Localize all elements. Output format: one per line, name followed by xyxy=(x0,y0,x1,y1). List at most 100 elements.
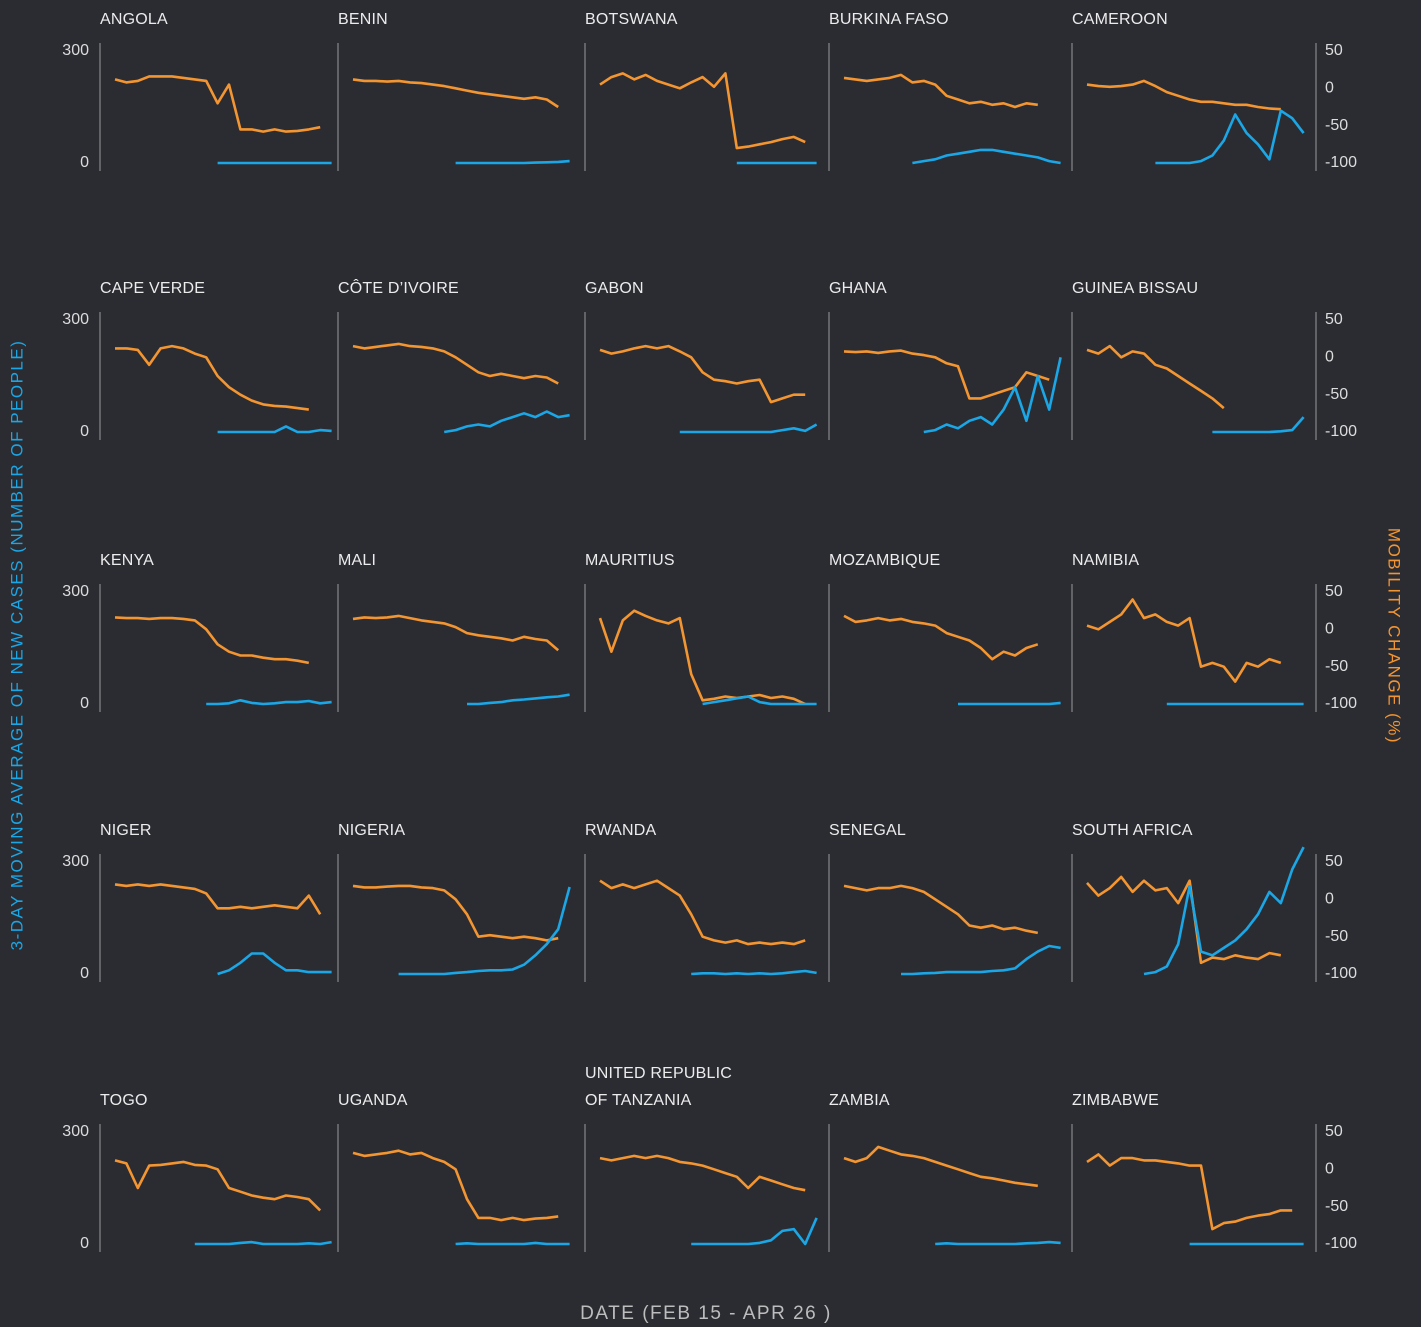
panel-title: MAURITIUS xyxy=(585,552,675,569)
panel-title: RWANDA xyxy=(585,822,657,839)
panel-title: BOTSWANA xyxy=(585,11,678,28)
series-line xyxy=(599,344,806,404)
panel-title: SENEGAL xyxy=(829,822,906,839)
series-line xyxy=(1086,79,1281,111)
y2-tick-label: 0 xyxy=(1325,349,1334,366)
series-line xyxy=(843,614,1039,661)
series-line xyxy=(114,1159,322,1212)
series-line xyxy=(1155,109,1305,165)
series-line xyxy=(1086,1153,1293,1231)
y-tick-label: 300 xyxy=(62,311,89,328)
panel-title: ZIMBABWE xyxy=(1072,1092,1159,1109)
series-line xyxy=(217,425,332,434)
panel-title: KENYA xyxy=(100,552,155,569)
series-line xyxy=(958,701,1061,706)
panel-title: MOZAMBIQUE xyxy=(829,552,941,569)
y2-tick-label: -50 xyxy=(1325,928,1348,945)
y2-tick-label: -50 xyxy=(1325,386,1348,403)
x-axis-title: DATE (FEB 15 - APR 26 ) xyxy=(580,1303,832,1324)
panel-title: CÔTE D’IVOIRE xyxy=(338,280,459,297)
panel-title: ANGOLA xyxy=(100,11,168,28)
series-line xyxy=(598,609,806,706)
series-line xyxy=(1086,598,1282,683)
series-line xyxy=(114,883,322,915)
y2-tick-label: 50 xyxy=(1325,1123,1343,1140)
series-line xyxy=(599,879,806,946)
y2-tick-label: -50 xyxy=(1325,1198,1348,1215)
series-line xyxy=(217,952,332,976)
series-line xyxy=(1212,416,1305,434)
series-line xyxy=(352,1149,559,1222)
y-tick-label: 0 xyxy=(80,965,89,982)
series-line xyxy=(1143,846,1305,976)
panel-title: NIGERIA xyxy=(338,822,406,839)
y2-tick-label: -50 xyxy=(1325,658,1348,675)
series-line xyxy=(679,423,818,434)
series-line xyxy=(352,342,559,385)
y2-tick-label: 0 xyxy=(1325,621,1334,638)
series-line xyxy=(398,886,571,976)
y-tick-label: 0 xyxy=(80,1235,89,1252)
panel-title: CAPE VERDE xyxy=(100,280,206,297)
series-line xyxy=(843,73,1038,109)
series-line xyxy=(912,148,1061,165)
panel-title: UGANDA xyxy=(338,1092,408,1109)
series-line xyxy=(206,699,332,706)
y2-tick-label: 50 xyxy=(1325,311,1343,328)
series-line xyxy=(455,1241,570,1246)
y2-tick-label: -100 xyxy=(1325,965,1357,982)
y2-tick-label: -50 xyxy=(1325,117,1348,134)
y2-axis-title: MOBILITY CHANGE (%) xyxy=(1385,528,1404,744)
series-line xyxy=(1086,344,1225,410)
y2-tick-label: -100 xyxy=(1325,154,1357,171)
series-line xyxy=(702,695,817,706)
panel-title: SOUTH AFRICA xyxy=(1072,822,1193,839)
panel-title: TOGO xyxy=(100,1092,148,1109)
y-axis-title: 3-DAY MOVING AVERAGE OF NEW CASES (NUMBE… xyxy=(7,340,26,951)
y-tick-label: 300 xyxy=(62,42,89,59)
panel-title: NAMIBIA xyxy=(1072,552,1140,569)
y2-tick-label: 50 xyxy=(1325,583,1343,600)
series-line xyxy=(352,78,559,109)
series-line xyxy=(115,344,309,411)
series-line xyxy=(923,357,1062,434)
series-line xyxy=(352,884,559,942)
y2-tick-label: 0 xyxy=(1325,80,1334,97)
y-tick-label: 300 xyxy=(62,583,89,600)
series-line xyxy=(901,944,1061,976)
panel-title: BURKINA FASO xyxy=(829,11,949,28)
series-line xyxy=(114,616,310,665)
series-line xyxy=(114,75,321,133)
panel-title: ZAMBIA xyxy=(829,1092,890,1109)
y2-tick-label: -100 xyxy=(1325,423,1357,440)
y-tick-label: 300 xyxy=(62,1123,89,1140)
panel-title: CAMEROON xyxy=(1072,11,1168,28)
panel-title: UNITED REPUBLIC OF TANZANIA xyxy=(585,1065,733,1109)
series-line xyxy=(691,1217,818,1246)
y2-tick-label: 0 xyxy=(1325,1161,1334,1178)
y-tick-label: 300 xyxy=(62,853,89,870)
panel-title: GHANA xyxy=(829,280,887,297)
y-tick-label: 0 xyxy=(80,154,89,171)
series-line xyxy=(599,72,806,150)
panel-title: NIGER xyxy=(100,822,152,839)
series-line xyxy=(843,884,1039,935)
panel-title: GUINEA BISSAU xyxy=(1072,280,1199,297)
series-line xyxy=(194,1240,332,1246)
series-line xyxy=(467,693,570,706)
y2-tick-label: 50 xyxy=(1325,853,1343,870)
y2-tick-label: 0 xyxy=(1325,891,1334,908)
panel-title: MALI xyxy=(338,552,377,569)
series-line xyxy=(599,1154,806,1192)
y-tick-label: 0 xyxy=(80,695,89,712)
y2-tick-label: -100 xyxy=(1325,1235,1357,1252)
y2-tick-label: -100 xyxy=(1325,695,1357,712)
series-line xyxy=(352,614,560,652)
series-line xyxy=(691,969,817,976)
series-line xyxy=(1086,875,1282,965)
series-line xyxy=(843,1145,1038,1188)
y2-tick-label: 50 xyxy=(1325,42,1343,59)
series-line xyxy=(843,349,1050,400)
